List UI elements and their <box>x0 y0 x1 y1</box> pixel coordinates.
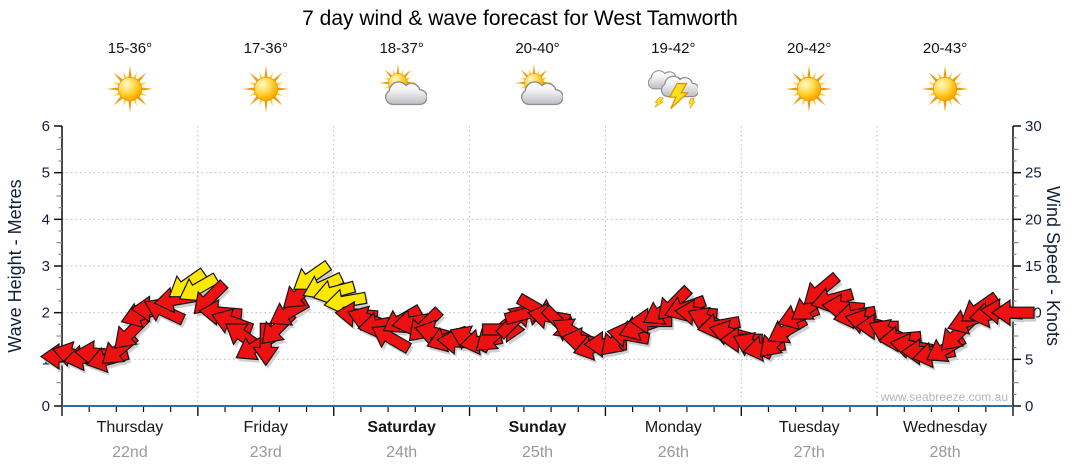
lightning-icon <box>688 97 697 109</box>
right-tick-label: 30 <box>1025 118 1042 135</box>
right-tick-label: 20 <box>1025 211 1042 228</box>
right-axis-label: Wind Speed - Knots <box>1043 185 1063 347</box>
x-tick-day-date: 25th <box>521 444 554 461</box>
watermark: www.seabreeze.com.au <box>880 390 1008 404</box>
left-tick-label: 2 <box>42 305 50 322</box>
right-tick-label: 0 <box>1025 398 1033 415</box>
day-temp: 19-42° <box>651 40 696 57</box>
day-temp: 20-43° <box>922 40 968 57</box>
partly-cloudy-weather-icon <box>514 64 563 106</box>
x-tick-day-date: 28th <box>929 444 961 461</box>
wind-arrow <box>371 324 413 354</box>
left-tick-label: 0 <box>42 398 50 415</box>
wind-arrows-layer <box>39 259 1035 374</box>
sunny-weather-icon <box>785 65 833 113</box>
cloud-icon <box>520 81 563 106</box>
sunny-weather-icon <box>106 65 154 113</box>
sun-icon <box>242 65 290 113</box>
x-tick-day-date: 27th <box>793 444 825 461</box>
lightning-icon <box>668 82 690 110</box>
lightning-icon <box>654 96 665 108</box>
x-tick-day-name: Monday <box>644 419 702 436</box>
x-tick-day-name: Thursday <box>96 419 164 436</box>
left-tick-label: 4 <box>42 211 50 228</box>
day-temp: 18-37° <box>379 40 424 57</box>
x-tick-day-name: Sunday <box>508 419 567 436</box>
day-temp: 20-40° <box>515 40 560 57</box>
day-temp: 17-36° <box>243 40 288 57</box>
day-temp: 15-36° <box>107 40 153 57</box>
day-temp: 20-42° <box>787 40 832 57</box>
left-axis-label: Wave Height - Metres <box>5 179 25 353</box>
sun-icon <box>921 65 969 113</box>
x-tick-day-date: 22nd <box>112 444 148 461</box>
storm-weather-icon <box>648 70 699 110</box>
sun-icon <box>785 65 833 113</box>
x-tick-day-name: Wednesday <box>902 419 988 436</box>
axes: 0123456051015202530 <box>42 118 1042 416</box>
gridlines <box>62 126 1013 406</box>
x-tick-day-date: 24th <box>386 444 418 461</box>
x-tick-day-name: Tuesday <box>778 419 840 436</box>
left-tick-label: 6 <box>42 118 50 135</box>
x-tick-day-name: Saturday <box>367 419 436 436</box>
left-tick-label: 5 <box>42 165 50 182</box>
partly-cloudy-weather-icon <box>378 64 427 106</box>
chart-title: 7 day wind & wave forecast for West Tamw… <box>302 7 738 30</box>
right-tick-label: 25 <box>1025 165 1042 182</box>
sun-icon <box>106 65 154 113</box>
wind-arrow <box>252 322 280 367</box>
x-tick-day-date: 26th <box>657 444 689 461</box>
sunny-weather-icon <box>242 65 290 113</box>
x-tick-day-name: Friday <box>243 419 288 436</box>
cloud-icon <box>384 81 427 106</box>
left-tick-label: 3 <box>42 258 50 275</box>
x-tick-day-date: 23rd <box>249 444 282 461</box>
right-tick-label: 5 <box>1025 351 1033 368</box>
wind-arrow <box>143 297 187 326</box>
wind-arrow <box>990 299 1035 327</box>
sunny-weather-icon <box>921 65 969 113</box>
right-tick-label: 15 <box>1025 258 1042 275</box>
